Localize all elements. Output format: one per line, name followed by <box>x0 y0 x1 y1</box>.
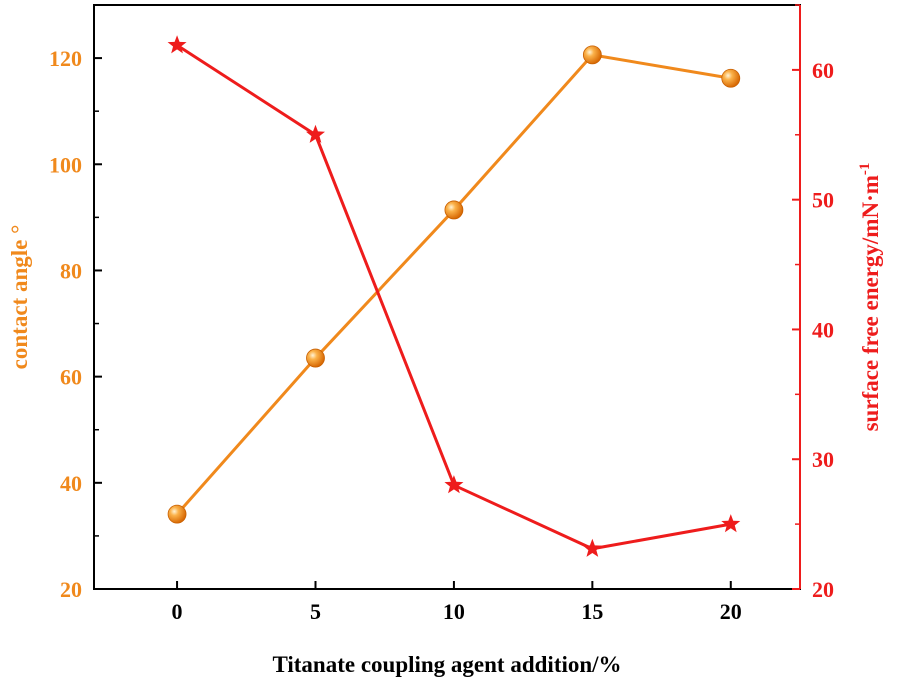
left-y-tick-label: 20 <box>60 577 82 602</box>
contact-angle-series <box>167 45 741 524</box>
contact-angle-point <box>721 68 741 88</box>
contact-angle-line <box>175 53 732 516</box>
right-y-tick-label: 20 <box>812 577 834 602</box>
surface-energy-series <box>167 35 741 557</box>
surface-energy-point <box>167 35 187 54</box>
left-y-tick-label: 80 <box>60 258 82 283</box>
x-axis-ticks: 0 5 10 15 20 <box>172 581 742 624</box>
x-tick-label: 5 <box>310 599 321 624</box>
left-y-axis-title: contact angle ° <box>7 225 32 370</box>
right-y-axis-ticks: 20 30 40 50 60 <box>792 4 834 602</box>
x-tick-label: 0 <box>172 599 183 624</box>
right-y-tick-label: 30 <box>812 447 834 472</box>
x-tick-label: 10 <box>443 599 465 624</box>
left-y-tick-label: 100 <box>49 152 82 177</box>
left-y-tick-label: 40 <box>60 471 82 496</box>
contact-angle-point <box>167 504 187 524</box>
surface-energy-point <box>305 124 325 143</box>
contact-angle-point <box>582 45 602 65</box>
surface-energy-point <box>721 514 741 533</box>
plot-frame <box>93 4 801 590</box>
right-y-tick-label: 60 <box>812 58 834 83</box>
right-y-axis-title-main: surface free energy/mN·m <box>858 175 883 431</box>
contact-angle-point <box>444 200 464 220</box>
right-y-axis-title: surface free energy/mN·m-1 <box>857 163 883 432</box>
left-y-tick-label: 60 <box>60 365 82 390</box>
right-y-tick-label: 50 <box>812 188 834 213</box>
right-y-tick-label: 40 <box>812 317 834 342</box>
x-tick-label: 15 <box>581 599 603 624</box>
surface-energy-line <box>176 43 732 551</box>
surface-energy-point <box>444 475 464 494</box>
x-axis-title: Titanate coupling agent addition/% <box>272 652 621 677</box>
left-y-axis-ticks: 20 40 60 80 100 120 <box>49 46 102 602</box>
right-y-axis-title-superscript: -1 <box>857 163 873 176</box>
contact-angle-point <box>306 348 325 368</box>
left-y-tick-label: 120 <box>49 46 82 71</box>
x-tick-label: 20 <box>720 599 742 624</box>
surface-energy-point <box>582 538 602 557</box>
